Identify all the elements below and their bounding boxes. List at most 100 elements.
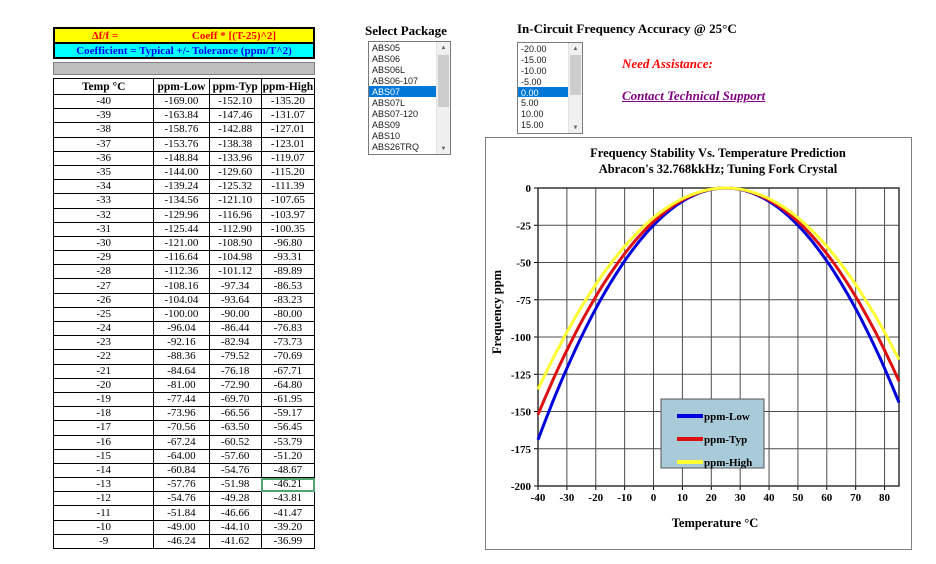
table-cell[interactable]: -101.12 bbox=[208, 264, 262, 280]
table-cell[interactable]: -92.16 bbox=[153, 335, 210, 351]
table-cell[interactable]: -35 bbox=[52, 164, 155, 181]
table-cell[interactable]: -27 bbox=[52, 278, 155, 294]
table-cell[interactable]: -103.97 bbox=[260, 207, 316, 223]
table-cell[interactable]: -22 bbox=[52, 349, 155, 365]
table-cell[interactable]: -67.71 bbox=[260, 363, 316, 379]
table-cell[interactable]: -93.31 bbox=[260, 250, 316, 266]
table-cell[interactable]: -54.76 bbox=[153, 491, 210, 507]
table-cell[interactable]: -108.16 bbox=[153, 278, 210, 294]
table-cell[interactable]: -86.53 bbox=[260, 278, 316, 294]
table-cell[interactable]: -100.35 bbox=[260, 221, 316, 237]
table-cell[interactable]: -9 bbox=[52, 533, 155, 550]
scrollbar-thumb[interactable] bbox=[438, 54, 449, 107]
listbox-option[interactable]: 5.00 bbox=[521, 98, 539, 109]
table-cell[interactable]: -79.52 bbox=[208, 349, 262, 365]
table-cell[interactable]: -72.90 bbox=[208, 377, 262, 393]
table-cell[interactable]: -152.10 bbox=[208, 93, 262, 110]
table-cell[interactable]: -23 bbox=[52, 335, 155, 351]
table-cell[interactable]: -31 bbox=[52, 221, 155, 237]
table-cell[interactable]: -46.66 bbox=[208, 505, 262, 521]
listbox-option[interactable]: ABS06L bbox=[372, 65, 406, 75]
table-cell[interactable]: -112.90 bbox=[208, 221, 262, 237]
table-cell[interactable]: -121.00 bbox=[153, 235, 210, 252]
table-cell[interactable]: -13 bbox=[52, 477, 155, 493]
table-cell[interactable]: -15 bbox=[52, 448, 155, 464]
table-cell[interactable]: -57.76 bbox=[153, 477, 210, 493]
scroll-up-icon[interactable]: ▲ bbox=[572, 45, 579, 52]
table-cell[interactable]: -86.44 bbox=[208, 320, 262, 337]
contact-support-link[interactable]: Contact Technical Support bbox=[622, 88, 766, 103]
table-cell[interactable]: -39 bbox=[52, 108, 155, 124]
table-cell[interactable]: -64.80 bbox=[260, 377, 316, 393]
table-cell[interactable]: -54.76 bbox=[208, 462, 262, 479]
table-cell[interactable]: -57.60 bbox=[208, 448, 262, 464]
table-cell[interactable]: -123.01 bbox=[260, 136, 316, 152]
table-cell[interactable]: -76.83 bbox=[260, 320, 316, 337]
listbox-option[interactable]: -10.00 bbox=[521, 65, 547, 76]
table-cell[interactable]: -25 bbox=[52, 306, 155, 323]
table-cell[interactable]: -40 bbox=[52, 93, 155, 110]
accuracy-listbox[interactable]: -20.00 -15.00 -10.00 -5.00 0.00 5.00 10.00 15.0… bbox=[517, 42, 583, 134]
scroll-up-icon[interactable]: ▲ bbox=[440, 44, 447, 51]
table-cell[interactable]: -49.28 bbox=[208, 491, 262, 507]
table-cell[interactable]: -119.07 bbox=[260, 150, 316, 166]
listbox-option[interactable]: -15.00 bbox=[521, 54, 547, 65]
table-cell[interactable]: -67.24 bbox=[153, 434, 210, 450]
table-cell[interactable]: -76.18 bbox=[208, 363, 262, 379]
table-cell[interactable]: -169.00 bbox=[153, 93, 210, 110]
table-cell[interactable]: -163.84 bbox=[153, 108, 210, 124]
listbox-option[interactable]: ABS07L bbox=[372, 98, 406, 108]
table-cell[interactable]: -33 bbox=[52, 193, 155, 209]
table-cell[interactable]: -97.34 bbox=[208, 278, 262, 294]
table-cell[interactable]: -135.20 bbox=[260, 93, 316, 110]
table-cell[interactable]: -48.67 bbox=[260, 462, 316, 479]
table-cell[interactable]: -100.00 bbox=[153, 306, 210, 323]
table-cell[interactable]: -51.84 bbox=[153, 505, 210, 521]
table-cell[interactable]: -59.17 bbox=[260, 406, 316, 422]
table-cell[interactable]: -90.00 bbox=[208, 306, 262, 323]
table-cell[interactable]: -107.65 bbox=[260, 193, 316, 209]
listbox-option[interactable]: ABS07 bbox=[369, 86, 436, 97]
package-listbox[interactable]: ABS05 ABS06 ABS06L ABS06-107 ABS07 ABS07L ABS0… bbox=[368, 41, 451, 155]
table-cell[interactable]: -96.04 bbox=[153, 320, 210, 337]
table-cell[interactable]: -153.76 bbox=[153, 136, 210, 152]
table-cell[interactable]: -89.89 bbox=[260, 264, 316, 280]
table-cell[interactable]: -34 bbox=[52, 179, 155, 195]
listbox-option[interactable]: 10.00 bbox=[521, 109, 544, 120]
table-cell[interactable]: -125.44 bbox=[153, 221, 210, 237]
listbox-option[interactable]: ABS09 bbox=[372, 120, 401, 130]
table-cell[interactable]: -44.10 bbox=[208, 519, 262, 535]
table-cell[interactable]: -69.70 bbox=[208, 391, 262, 408]
scroll-down-icon[interactable]: ▼ bbox=[440, 145, 447, 152]
table-cell[interactable]: -20 bbox=[52, 377, 155, 393]
table-cell[interactable]: -38 bbox=[52, 122, 155, 138]
scroll-down-icon[interactable]: ▼ bbox=[572, 124, 579, 131]
table-cell[interactable]: -133.96 bbox=[208, 150, 262, 166]
table-cell[interactable]: -142.88 bbox=[208, 122, 262, 138]
table-cell[interactable]: -17 bbox=[52, 420, 155, 436]
table-cell[interactable]: -16 bbox=[52, 434, 155, 450]
table-cell[interactable]: -46.21 bbox=[260, 477, 316, 493]
table-cell[interactable]: -115.20 bbox=[260, 164, 316, 181]
table-cell[interactable]: -10 bbox=[52, 519, 155, 535]
table-cell[interactable]: -24 bbox=[52, 320, 155, 337]
table-cell[interactable]: -127.01 bbox=[260, 122, 316, 138]
table-cell[interactable]: -125.32 bbox=[208, 179, 262, 195]
table-cell[interactable]: -83.23 bbox=[260, 292, 316, 308]
table-cell[interactable]: -104.98 bbox=[208, 250, 262, 266]
table-cell[interactable]: -51.98 bbox=[208, 477, 262, 493]
table-cell[interactable]: -111.39 bbox=[260, 179, 316, 195]
table-cell[interactable]: -61.95 bbox=[260, 391, 316, 408]
table-cell[interactable]: -77.44 bbox=[153, 391, 210, 408]
listbox-option[interactable]: -5.00 bbox=[521, 76, 542, 87]
table-cell[interactable]: -158.76 bbox=[153, 122, 210, 138]
table-cell[interactable]: -39.20 bbox=[260, 519, 316, 535]
table-cell[interactable]: -73.96 bbox=[153, 406, 210, 422]
table-cell[interactable]: -131.07 bbox=[260, 108, 316, 124]
table-cell[interactable]: -49.00 bbox=[153, 519, 210, 535]
table-cell[interactable]: -84.64 bbox=[153, 363, 210, 379]
scrollbar-thumb[interactable] bbox=[570, 55, 581, 95]
table-cell[interactable]: -116.96 bbox=[208, 207, 262, 223]
table-cell[interactable]: -112.36 bbox=[153, 264, 210, 280]
table-cell[interactable]: -41.47 bbox=[260, 505, 316, 521]
